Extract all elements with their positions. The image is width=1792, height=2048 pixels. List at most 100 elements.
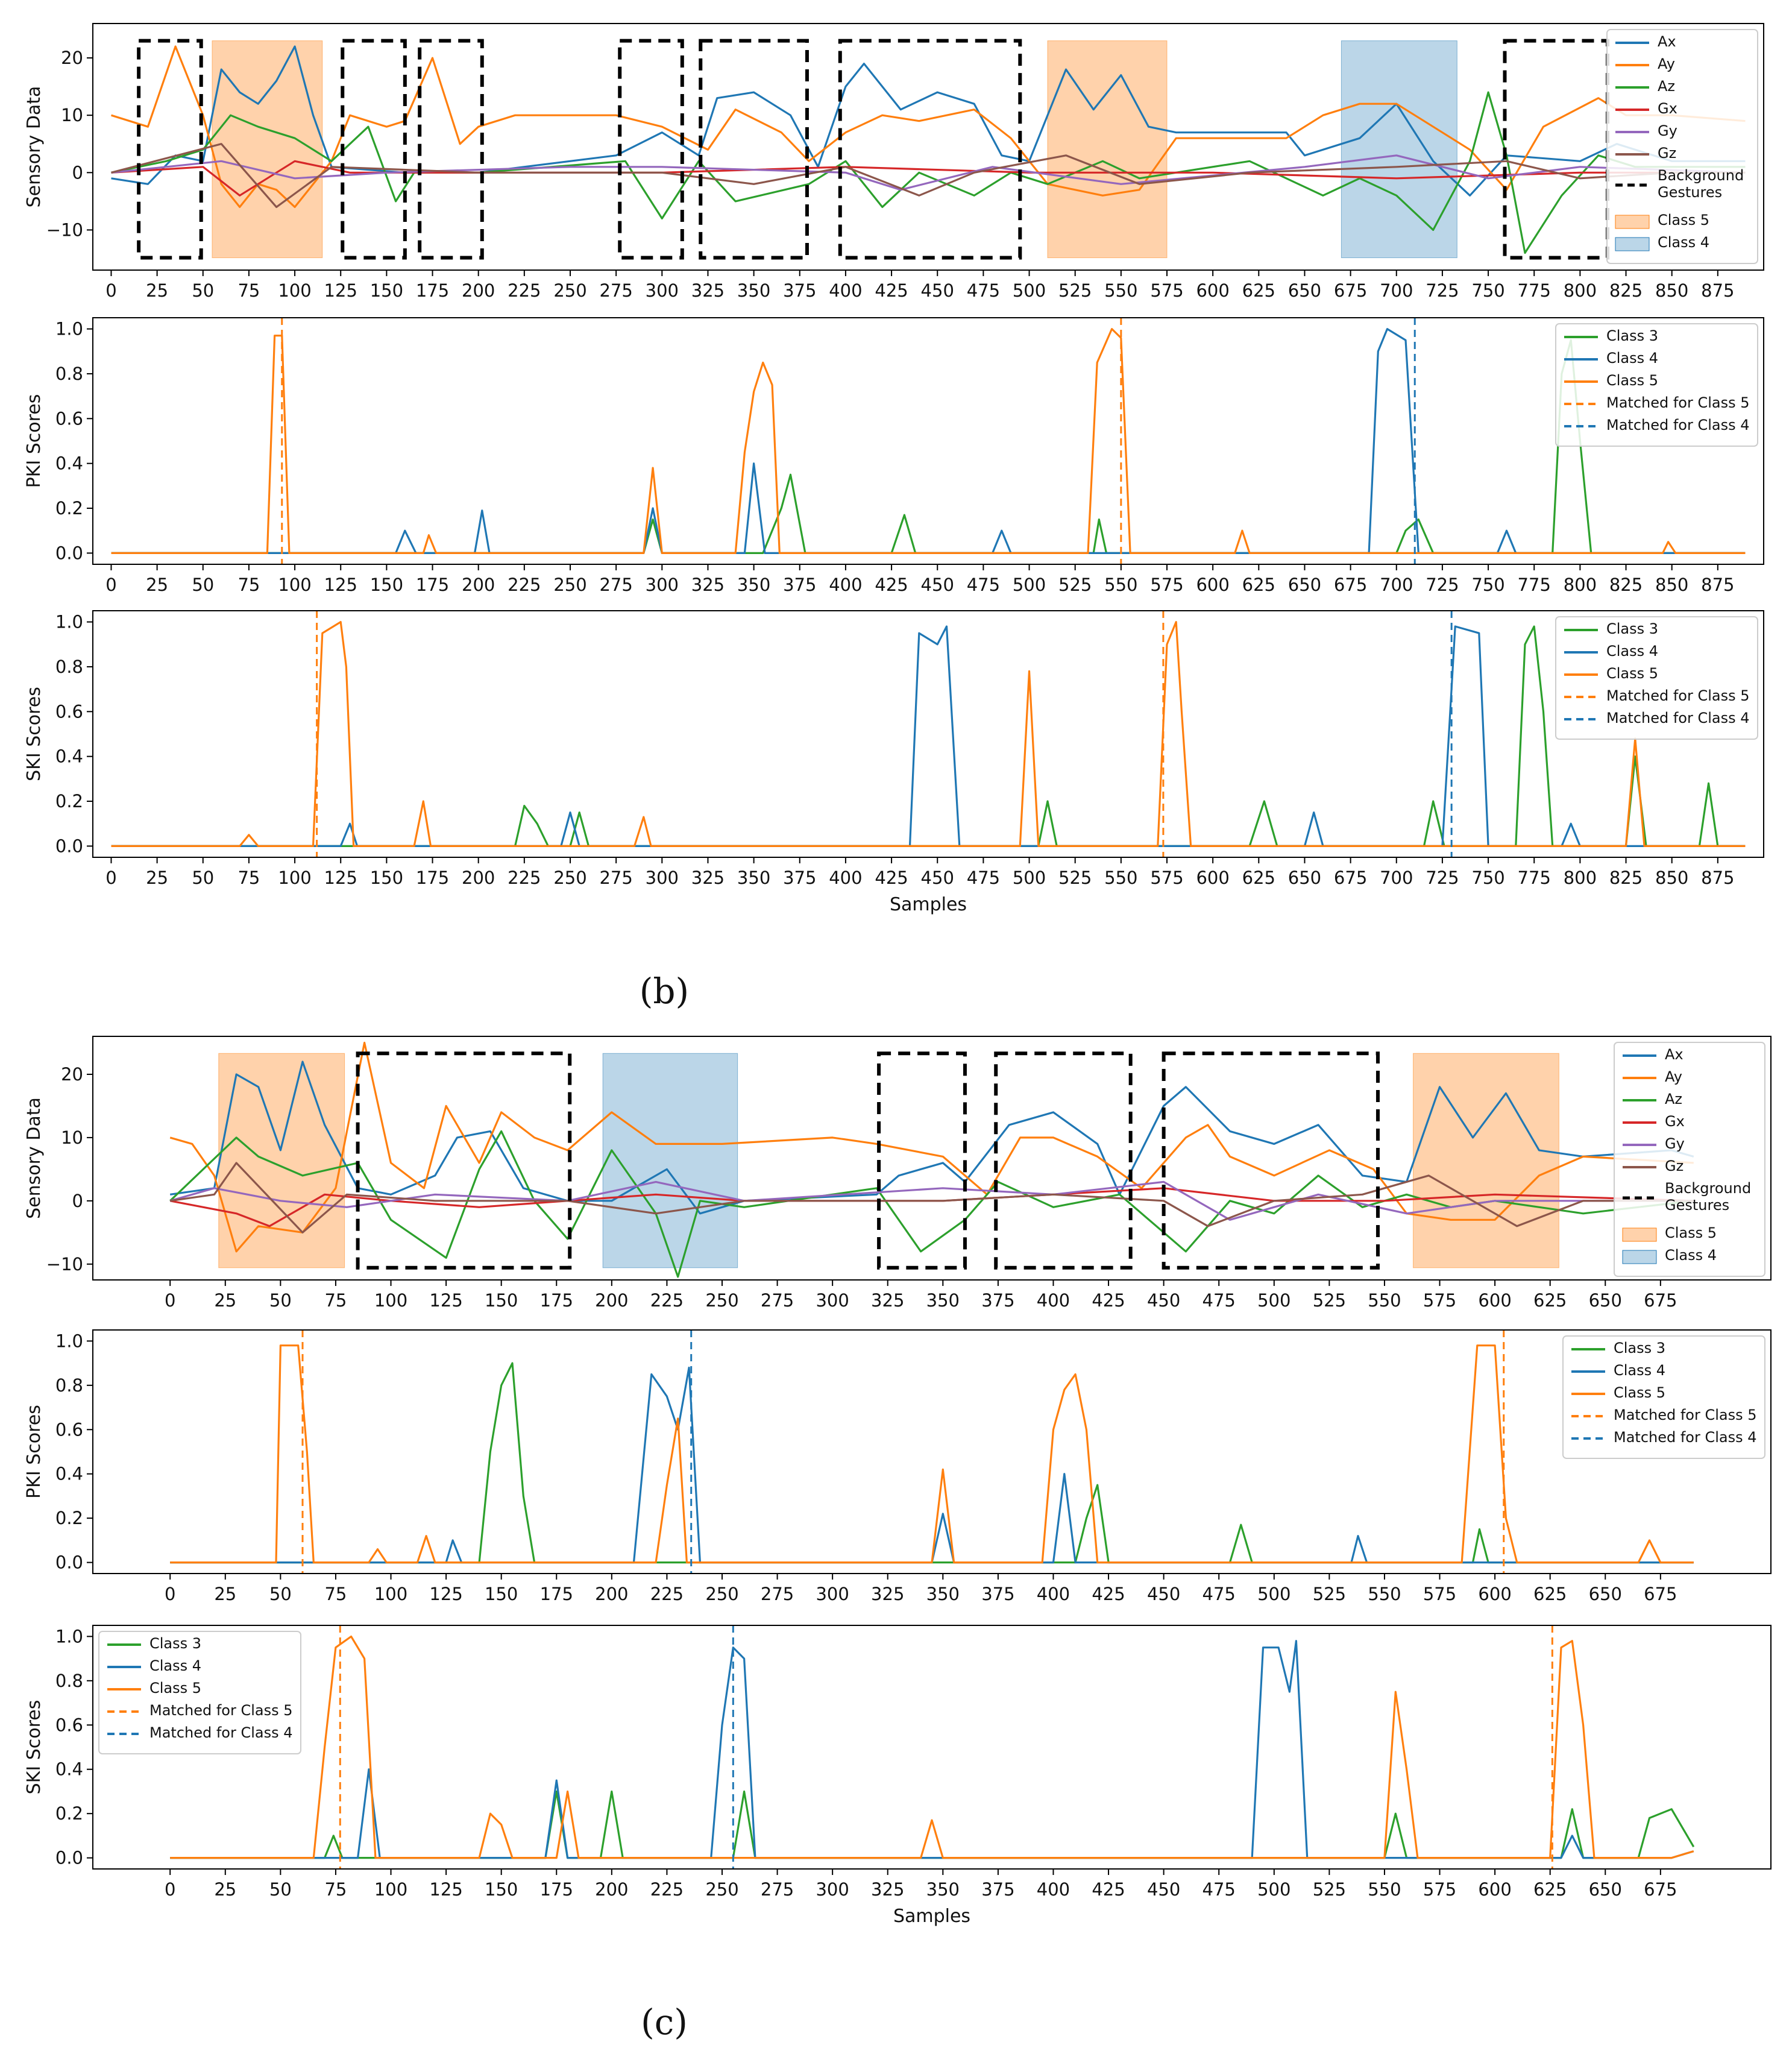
legend-swatch <box>1615 215 1650 229</box>
x-tick-label: 100 <box>374 1879 407 1900</box>
x-tick-label: 300 <box>816 1584 849 1604</box>
x-tick-label: 775 <box>1518 868 1551 888</box>
legend-label: Class 3 <box>1606 327 1658 344</box>
x-tick-label: 125 <box>324 868 357 888</box>
x-tick-label: 500 <box>1257 1584 1291 1604</box>
legend-label: Class 3 <box>1614 1340 1665 1356</box>
x-tick-label: 175 <box>416 280 449 301</box>
x-tick-label: 475 <box>967 868 1000 888</box>
background-gesture-box <box>994 1051 1133 1270</box>
legend-label: Background Gestures <box>1658 167 1744 201</box>
chart-c-pki: 0 25 50 75 100 125 150 175 200 225 250 275 300 325 350… <box>24 1329 1772 1604</box>
x-tick-label: 425 <box>1092 1290 1125 1311</box>
legend-label: Gz <box>1665 1158 1684 1174</box>
x-tick-label: 350 <box>926 1584 960 1604</box>
x-tick-label: 300 <box>646 575 679 595</box>
x-tick-label: 125 <box>429 1879 462 1900</box>
x-tick-label: 600 <box>1478 1290 1511 1311</box>
x-tick-label: 325 <box>691 575 725 595</box>
x-tick-label: 550 <box>1368 1584 1401 1604</box>
x-tick-label: 225 <box>508 575 541 595</box>
x-tick-label: 75 <box>324 1290 347 1311</box>
y-tick-label: 0.6 <box>55 1715 83 1735</box>
x-tick-label: 800 <box>1564 868 1597 888</box>
legend-box <box>98 1631 301 1754</box>
x-tick-label: 375 <box>981 1584 1014 1604</box>
legend-swatch <box>1622 1250 1657 1264</box>
x-tick-label: 825 <box>1609 280 1643 301</box>
x-tick-label: 75 <box>324 1584 347 1604</box>
x-tick-label: 375 <box>783 868 816 888</box>
plot-area <box>111 39 1746 260</box>
x-tick-label: 275 <box>599 280 632 301</box>
x-tick-label: 250 <box>705 1584 738 1604</box>
y-tick-label: 1.0 <box>55 319 83 339</box>
series-line-gz <box>169 1162 1694 1234</box>
x-tick-label: 550 <box>1368 1290 1401 1311</box>
x-tick-label: 50 <box>269 1584 292 1604</box>
x-tick-label: 550 <box>1104 575 1137 595</box>
y-tick-label: 0.4 <box>55 1759 83 1780</box>
legend-box <box>1555 323 1758 447</box>
x-tick-label: 75 <box>237 868 260 888</box>
series-line-class-5 <box>170 1635 1694 1859</box>
x-tick-label: 0 <box>165 1584 175 1604</box>
legend-label: Class 5 <box>1606 372 1658 389</box>
x-tick-label: 775 <box>1518 575 1551 595</box>
background-gesture-box <box>838 39 1022 260</box>
x-tick-label: 625 <box>1242 280 1275 301</box>
x-tick-label: 525 <box>1058 868 1092 888</box>
y-tick-label: 10 <box>61 105 83 125</box>
x-tick-label: 0 <box>105 575 116 595</box>
legend-label: Matched for Class 5 <box>1614 1407 1757 1423</box>
plot-area <box>111 318 1746 564</box>
x-tick-label: 550 <box>1104 868 1137 888</box>
x-tick-label: 0 <box>105 868 116 888</box>
legend: Class 3 Class 4 Class 5 Matched for Class 5… <box>1555 323 1758 447</box>
series-line-ax <box>111 45 1746 197</box>
y-tick-label: 20 <box>61 1064 83 1085</box>
x-tick-label: 700 <box>1380 575 1413 595</box>
x-tick-label: 875 <box>1701 575 1734 595</box>
y-tick-label: 0.4 <box>55 1464 83 1484</box>
x-tick-label: 250 <box>553 868 586 888</box>
y-axis-label: SKI Scores <box>24 1700 45 1795</box>
x-tick-label: 625 <box>1533 1584 1567 1604</box>
x-tick-label: 650 <box>1288 280 1321 301</box>
x-tick-label: 850 <box>1655 575 1688 595</box>
plot-area <box>111 611 1746 857</box>
x-axis-label: Samples <box>890 894 967 915</box>
series-line-class-3 <box>111 339 1746 554</box>
y-tick-label: 0.4 <box>55 453 83 474</box>
caption-c: (c) <box>641 2002 688 2043</box>
y-axis-label: SKI Scores <box>24 687 45 781</box>
y-tick-label: 0.6 <box>55 408 83 429</box>
legend-label: Class 4 <box>1606 350 1658 367</box>
x-tick-label: 575 <box>1150 868 1183 888</box>
series-line-class-3 <box>111 625 1746 847</box>
legend-label: Matched for Class 5 <box>149 1702 293 1719</box>
legend-swatch <box>1622 1227 1657 1242</box>
legend-label: Gx <box>1658 100 1677 117</box>
legend-label: Class 5 <box>1658 212 1709 228</box>
legend-label: Gy <box>1658 122 1677 139</box>
x-tick-label: 575 <box>1150 575 1183 595</box>
axes-frame <box>92 23 1764 271</box>
x-tick-label: 600 <box>1196 868 1229 888</box>
x-tick-label: 25 <box>214 1290 236 1311</box>
x-tick-label: 750 <box>1471 868 1504 888</box>
y-tick-label: 1.0 <box>55 1626 83 1646</box>
legend-label: Ax <box>1665 1046 1684 1063</box>
legend: Class 3 Class 4 Class 5 Matched for Class 5… <box>1555 616 1758 740</box>
axes-frame <box>92 1036 1772 1281</box>
x-tick-label: 500 <box>1013 868 1046 888</box>
x-tick-label: 125 <box>429 1290 462 1311</box>
series-line-gx <box>111 160 1746 197</box>
background-gesture-box <box>341 39 407 260</box>
x-tick-label: 650 <box>1589 1584 1622 1604</box>
y-tick-label: 0.0 <box>55 836 83 856</box>
x-tick-label: 400 <box>829 868 862 888</box>
y-tick-label: 0.8 <box>55 1375 83 1396</box>
x-tick-label: 350 <box>737 280 770 301</box>
x-tick-label: 450 <box>921 868 954 888</box>
